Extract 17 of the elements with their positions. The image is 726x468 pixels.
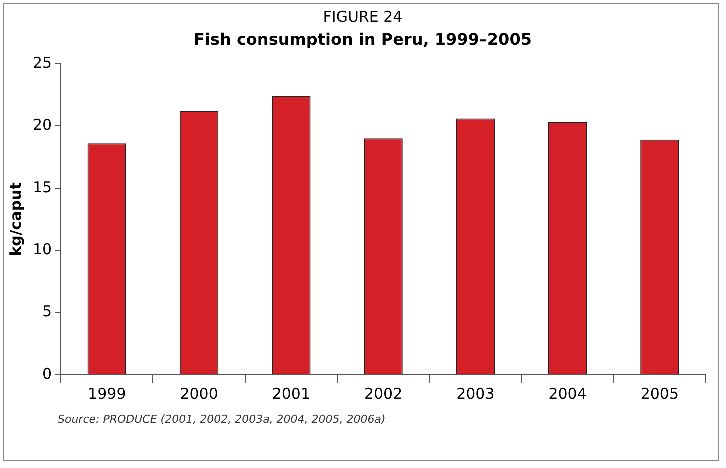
x-tick-label: 2004 [548,384,587,403]
x-tick-label: 2001 [272,384,311,403]
y-tick-label: 10 [32,240,52,258]
y-tick-label: 5 [42,302,52,321]
y-tick-label: 20 [32,116,52,134]
y-axis-title: kg/caput [6,182,25,256]
x-tick-label: 1999 [88,384,126,403]
x-tick-label: 2000 [180,384,218,403]
y-tick-label: 15 [32,178,52,196]
x-tick-label: 2005 [640,384,680,403]
chart-subtitle: Fish consumption in Peru, 1999–2005 [193,30,533,49]
x-tick-label: 2002 [364,384,403,403]
source-note: Source: PRODUCE (2001, 2002, 2003a, 2004, 2005, 2006a) [58,413,386,426]
x-tick-label: 2003 [456,384,495,403]
chart-title: FIGURE 24 [322,8,404,26]
y-tick-label: 25 [32,54,52,72]
y-tick-label: 0 [42,364,52,383]
